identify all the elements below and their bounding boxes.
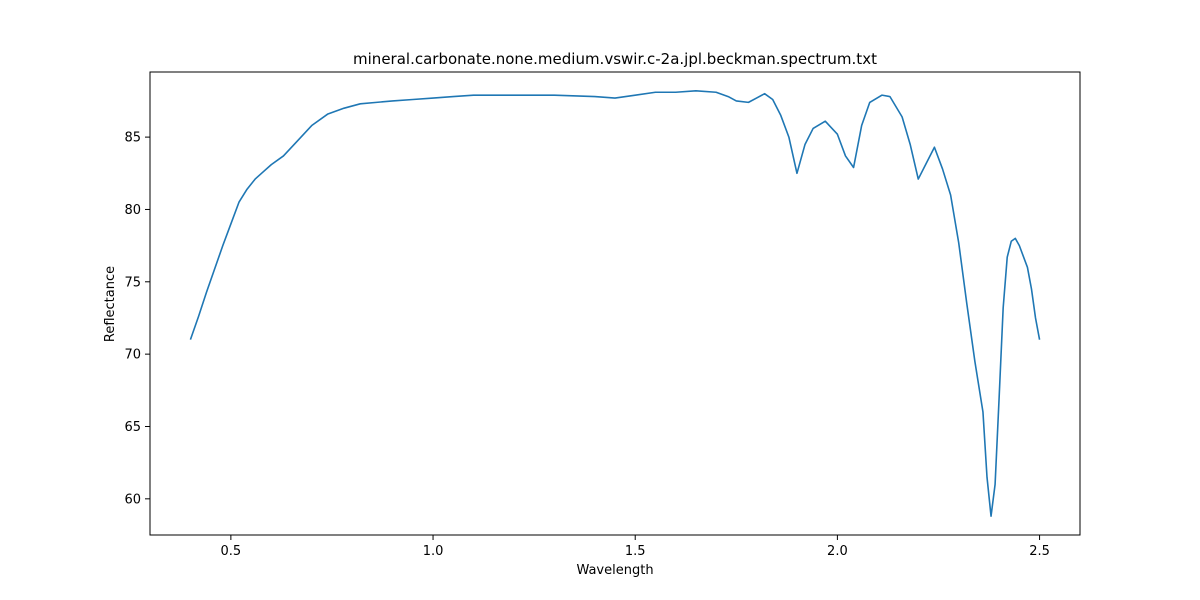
x-axis-label: Wavelength: [576, 563, 653, 578]
x-tick-label: 0.5: [221, 544, 242, 559]
x-axis-ticks: 0.5 1.0 1.5 2.0 2.5: [221, 535, 1050, 559]
y-tick-label: 80: [124, 203, 141, 218]
y-tick-label: 85: [124, 131, 141, 146]
y-tick-label: 60: [124, 492, 141, 507]
plot-area: [149, 71, 1081, 536]
y-tick-label: 75: [124, 275, 141, 290]
spectrum-line: [189, 90, 1041, 517]
x-tick-label: 1.5: [625, 544, 646, 559]
y-axis-ticks: 60 65 70 75 80 85: [124, 131, 150, 507]
axes-frame: [149, 71, 1081, 536]
chart-title: mineral.carbonate.none.medium.vswir.c-2a…: [353, 50, 877, 68]
y-tick-label: 65: [124, 420, 141, 435]
y-axis-label: Reflectance: [103, 266, 118, 342]
x-tick-label: 1.0: [423, 544, 444, 559]
x-tick-label: 2.0: [827, 544, 848, 559]
x-tick-label: 2.5: [1029, 544, 1050, 559]
y-tick-label: 70: [124, 348, 141, 363]
